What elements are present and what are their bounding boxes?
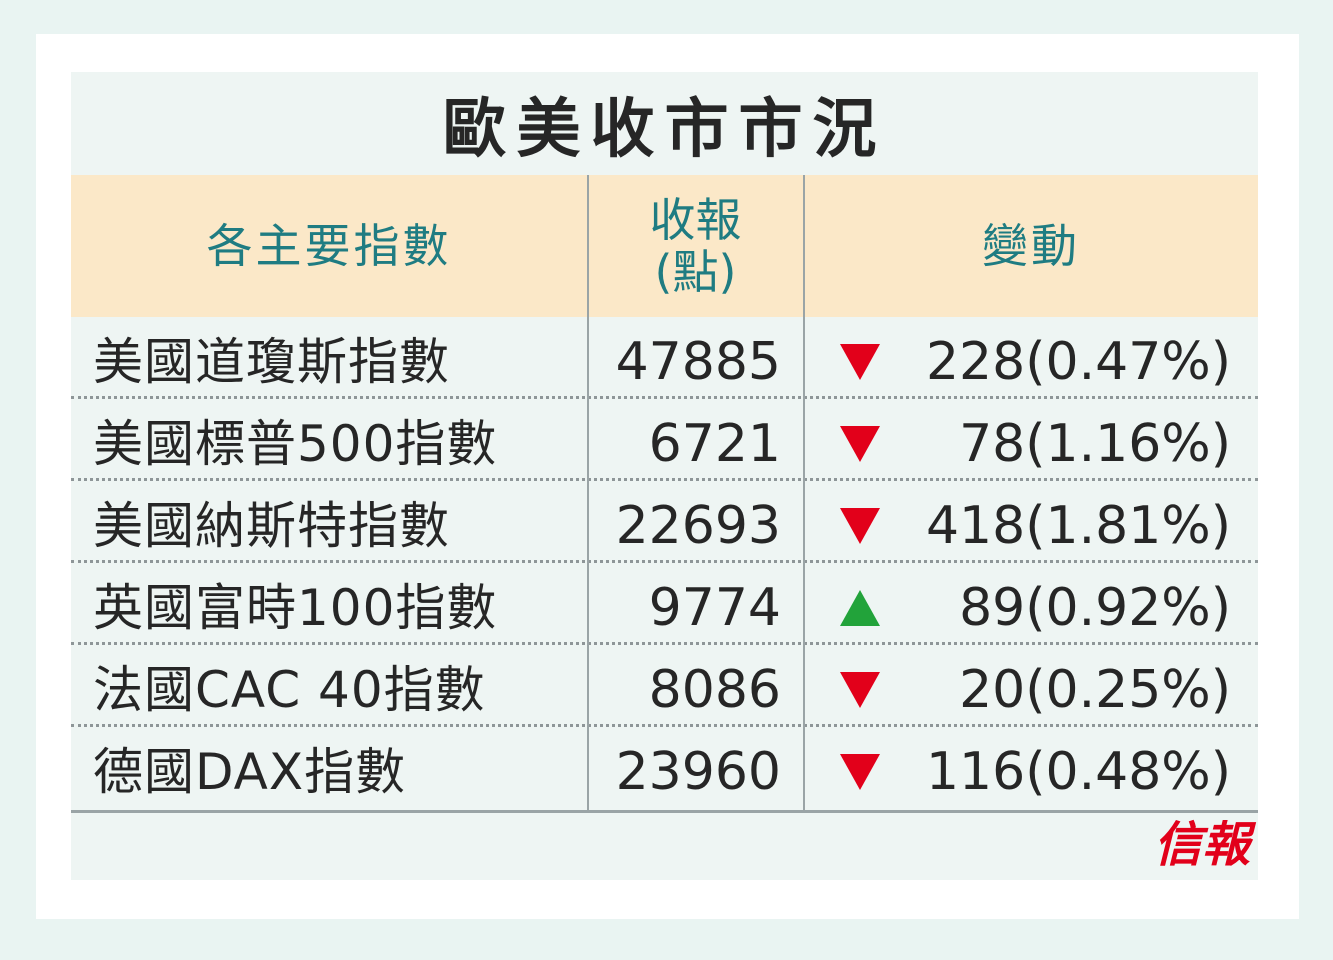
header-close-label: 收報 (649, 193, 742, 247)
row-divider (71, 642, 1258, 645)
header-index-label: 各主要指數 (206, 219, 452, 273)
table-row: 英國富時100指數 9774 89(0.92%) (71, 563, 1258, 645)
table-header: 各主要指數 收報 (點) 變動 (71, 175, 1258, 317)
index-name: 德國DAX指數 (93, 743, 407, 801)
close-value: 9774 (648, 578, 781, 638)
index-name: 美國道瓊斯指數 (93, 333, 450, 391)
change-value: 228(0.47%) (925, 332, 1231, 392)
change-value: 20(0.25%) (959, 660, 1231, 720)
down-arrow-icon (840, 508, 880, 544)
change-value: 116(0.48%) (925, 742, 1231, 802)
change-value: 89(0.92%) (959, 578, 1231, 638)
close-value: 22693 (615, 496, 781, 556)
page-title: 歐美收市市況 (442, 92, 887, 167)
table-row: 法國CAC 40指數 8086 20(0.25%) (71, 645, 1258, 727)
table-bottom-rule (71, 810, 1258, 813)
row-divider (71, 724, 1258, 727)
header-index: 各主要指數 (71, 175, 587, 317)
table-row: 美國道瓊斯指數 47885 228(0.47%) (71, 317, 1258, 399)
header-change: 變動 (804, 175, 1258, 317)
header-close: 收報 (點) (587, 175, 804, 317)
row-divider (71, 396, 1258, 399)
table-body: 美國道瓊斯指數 47885 228(0.47%) 美國標普500指數 6721 … (71, 317, 1258, 812)
change-value: 418(1.81%) (925, 496, 1231, 556)
close-value: 8086 (648, 660, 781, 720)
index-name: 英國富時100指數 (93, 579, 498, 637)
index-name: 美國標普500指數 (93, 415, 498, 473)
table-row: 美國納斯特指數 22693 418(1.81%) (71, 481, 1258, 563)
table-row: 美國標普500指數 6721 78(1.16%) (71, 399, 1258, 481)
brand-logo: 信報 (1153, 817, 1250, 873)
down-arrow-icon (840, 344, 880, 380)
index-name: 法國CAC 40指數 (93, 661, 486, 719)
column-divider (587, 175, 589, 812)
close-value: 47885 (615, 332, 781, 392)
column-divider (803, 175, 805, 812)
row-divider (71, 478, 1258, 481)
down-arrow-icon (840, 754, 880, 790)
up-arrow-icon (840, 590, 880, 626)
table-row: 德國DAX指數 23960 116(0.48%) (71, 727, 1258, 809)
row-divider (71, 560, 1258, 563)
index-name: 美國納斯特指數 (93, 497, 450, 555)
close-value: 23960 (615, 742, 781, 802)
close-value: 6721 (648, 414, 781, 474)
change-value: 78(1.16%) (959, 414, 1231, 474)
down-arrow-icon (840, 426, 880, 462)
header-close-unit: (點) (654, 245, 737, 299)
header-change-label: 變動 (982, 219, 1080, 273)
down-arrow-icon (840, 672, 880, 708)
